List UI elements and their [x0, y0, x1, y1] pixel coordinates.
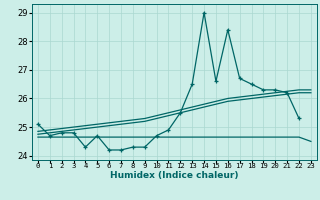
- X-axis label: Humidex (Indice chaleur): Humidex (Indice chaleur): [110, 171, 239, 180]
